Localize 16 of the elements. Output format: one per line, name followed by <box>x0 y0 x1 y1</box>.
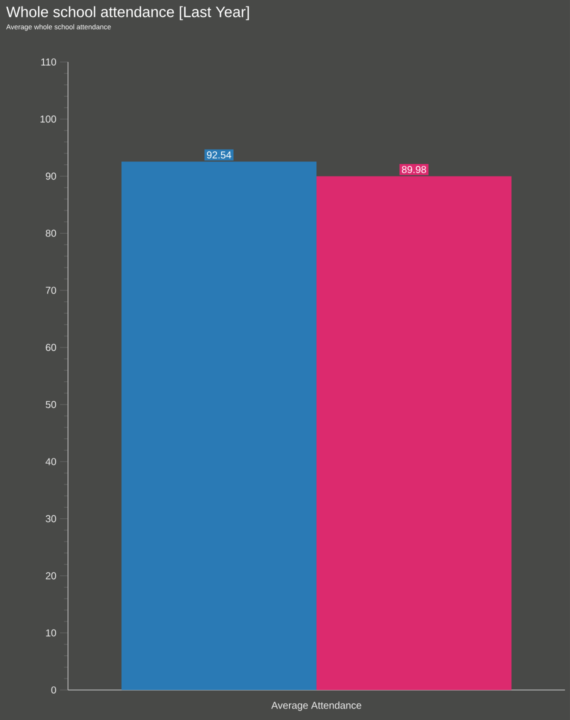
y-tick-label: 40 <box>46 458 56 466</box>
y-tick-label: 80 <box>46 230 56 237</box>
data-label: 92.54 <box>206 151 232 158</box>
y-tick-label: 100 <box>40 116 56 123</box>
y-tick-label: 50 <box>46 401 56 408</box>
y-tick-label: 30 <box>46 515 56 522</box>
y-tick-label: 20 <box>46 572 56 580</box>
y-tick-label: 90 <box>46 172 56 180</box>
chart-title: Whole school attendance [Last Year] <box>6 6 249 20</box>
y-tick-label: 0 <box>51 686 56 694</box>
y-tick-label: 60 <box>46 344 56 351</box>
y-tick-label: 110 <box>41 58 56 66</box>
data-label: 89.98 <box>402 166 426 174</box>
y-tick-label: 70 <box>46 286 56 294</box>
y-tick-label: 10 <box>46 629 56 636</box>
x-tick-label: Average Attendance <box>271 702 362 711</box>
